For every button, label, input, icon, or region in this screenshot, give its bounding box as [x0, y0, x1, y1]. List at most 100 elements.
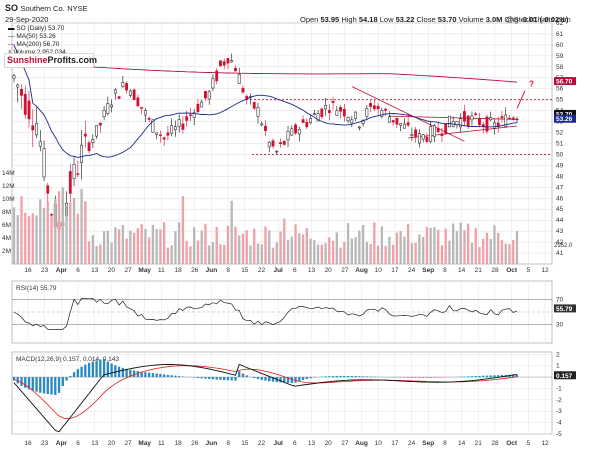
candle-body	[354, 112, 356, 118]
x-tick-label: 26	[191, 267, 199, 274]
candle-body	[92, 140, 94, 143]
macd-hist-bar	[358, 376, 360, 377]
candle-body	[396, 118, 398, 124]
volume-bar	[261, 244, 263, 264]
candle-body	[118, 97, 120, 99]
candle-body	[174, 127, 176, 130]
volume-bar	[17, 215, 19, 264]
rsi-line	[14, 298, 517, 329]
x-tick-label: 28	[491, 267, 499, 274]
macd-hist-bar	[347, 376, 349, 377]
macd-hist-bar	[174, 376, 176, 377]
candle-body	[347, 117, 349, 121]
volume-bar	[223, 245, 225, 264]
macd-hist-bar	[110, 364, 112, 377]
candle-body	[369, 103, 371, 106]
macd-hist-bar	[204, 377, 206, 379]
macd-hist-bar	[212, 377, 214, 379]
macd-hist-bar	[362, 376, 364, 377]
volume-bar	[163, 222, 165, 264]
candle-body	[324, 105, 326, 109]
open-value: 53.95	[320, 15, 339, 24]
macd-hist-bar	[155, 374, 157, 377]
macd-hist-bar	[336, 376, 338, 377]
volume-bar	[144, 229, 146, 264]
volume-bar	[411, 243, 413, 264]
candle-body	[20, 89, 22, 95]
macd-hist-bar	[137, 371, 139, 377]
candle-body	[261, 124, 263, 125]
candle-body	[35, 124, 37, 135]
macd-hist-bar	[253, 377, 255, 378]
volume-bar	[212, 242, 214, 264]
macd-hist-bar	[88, 363, 90, 377]
candle-body	[279, 143, 281, 144]
x-tick-label-bottom: 22	[258, 440, 266, 447]
candle-body	[95, 126, 97, 137]
x-tick-label-bottom: 8	[226, 440, 230, 447]
macd-hist-bar	[182, 376, 184, 377]
macd-hist-bar	[238, 371, 240, 377]
volume-bar	[294, 224, 296, 264]
volume-bar	[369, 244, 371, 264]
candle-body	[182, 124, 184, 130]
candle-body	[358, 127, 360, 128]
candle-body	[388, 117, 390, 122]
volume-bar	[186, 241, 188, 264]
candle-body	[328, 110, 330, 113]
question-annotation: ?	[529, 80, 534, 89]
candle-body	[493, 123, 495, 128]
volume-bar	[178, 222, 180, 264]
x-tick-label: 10	[375, 267, 383, 274]
candle-body	[88, 143, 90, 151]
volume-bar	[32, 213, 34, 264]
candle-body	[272, 141, 274, 146]
volume-bar	[302, 234, 304, 264]
macd-hist-bar	[223, 377, 225, 380]
volume-bar	[306, 228, 308, 264]
volume-bar	[103, 231, 105, 264]
macd-hist-bar	[475, 376, 477, 377]
rsi-last-label: 55.79	[556, 306, 573, 313]
macd-hist-bar	[95, 360, 97, 377]
volume-bar	[508, 244, 510, 264]
quote-bar: Open 53.95 High 54.18 Low 53.22 Close 53…	[300, 15, 568, 24]
macd-last-label: 0.157	[556, 373, 573, 380]
candle-body	[186, 117, 188, 121]
volume-bar	[125, 239, 127, 264]
x-tick-label: Jul	[273, 267, 283, 274]
volume-bar	[24, 213, 26, 264]
volume-bar	[414, 243, 416, 264]
chg-label: Chg	[505, 15, 519, 24]
x-tick-label-bottom: Oct	[506, 440, 518, 447]
macd-hist-bar	[411, 377, 413, 378]
x-tick-label-bottom: 6	[76, 440, 80, 447]
volume-bar	[204, 224, 206, 264]
candle-body	[501, 116, 503, 117]
candle-body	[294, 125, 296, 133]
macd-hist-bar	[418, 377, 420, 378]
volume-bar	[283, 219, 285, 264]
volume-bar	[381, 226, 383, 264]
symbol: SO	[5, 3, 18, 13]
candle-body	[103, 110, 105, 116]
macd-hist-bar	[107, 362, 109, 377]
price-tick-label: 58	[556, 64, 564, 71]
macd-tick-label: -2	[556, 397, 562, 404]
volume-bar	[174, 231, 176, 264]
volume-bar	[475, 228, 477, 264]
volume-bar	[20, 196, 22, 264]
candle-body	[287, 132, 289, 140]
macd-hist-bar	[219, 377, 221, 380]
price-tick-label: 44	[556, 217, 564, 224]
x-tick-label-bottom: 6	[293, 440, 297, 447]
x-tick-label-bottom: Sep	[422, 440, 434, 447]
volume-bar	[77, 214, 79, 264]
macd-hist-bar	[144, 372, 146, 377]
candle-body	[512, 118, 514, 120]
macd-tick-label: 1	[556, 363, 560, 370]
x-tick-label-bottom: 26	[191, 440, 199, 447]
low-value: 53.22	[396, 15, 415, 24]
volume-bar	[69, 202, 71, 264]
volume-bar	[392, 245, 394, 264]
